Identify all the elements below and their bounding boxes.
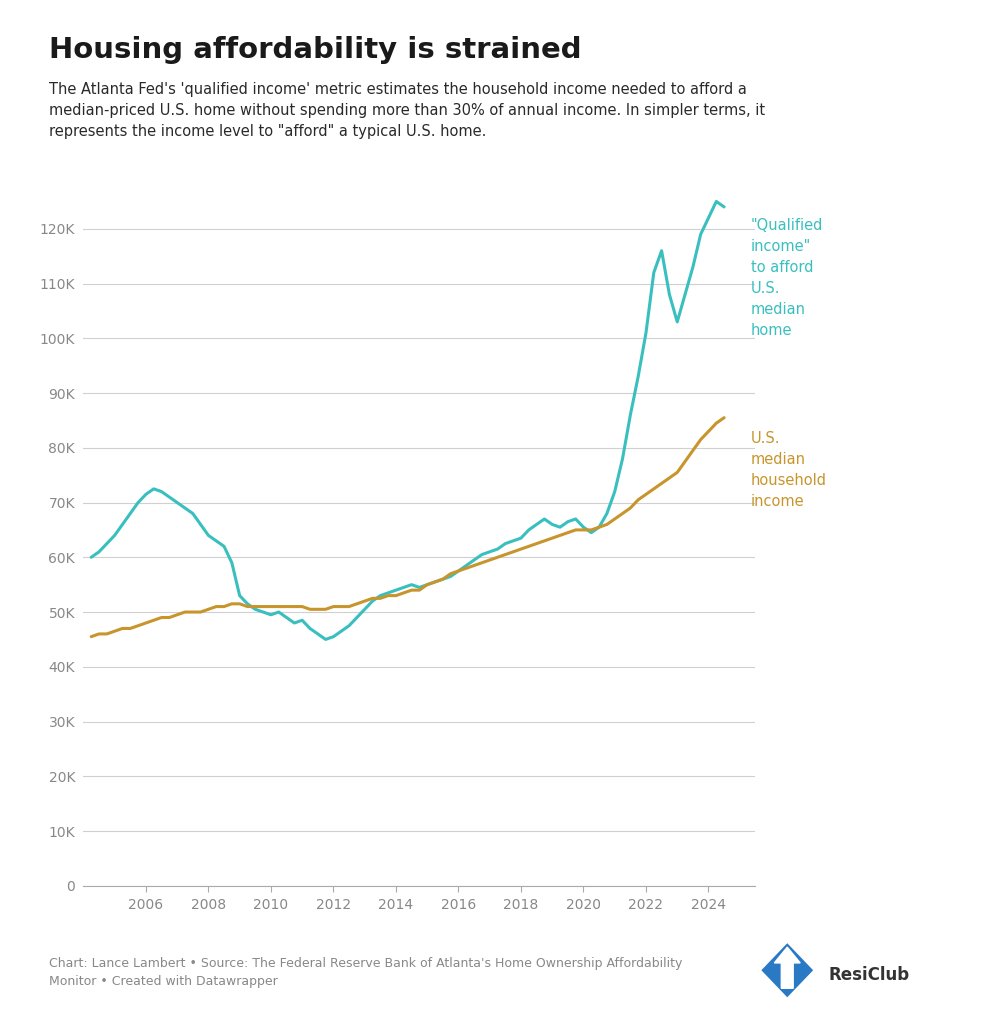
Polygon shape [761,943,813,997]
Text: Chart: Lance Lambert • Source: The Federal Reserve Bank of Atlanta's Home Owners: Chart: Lance Lambert • Source: The Feder… [49,957,683,988]
Text: The Atlanta Fed's 'qualified income' metric estimates the household income neede: The Atlanta Fed's 'qualified income' met… [49,82,765,139]
Text: U.S.
median
household
income: U.S. median household income [750,431,827,509]
Text: "Qualified
income"
to afford
U.S.
median
home: "Qualified income" to afford U.S. median… [750,218,823,338]
Text: Housing affordability is strained: Housing affordability is strained [49,36,582,63]
Text: ResiClub: ResiClub [829,966,910,984]
FancyArrow shape [774,947,800,988]
